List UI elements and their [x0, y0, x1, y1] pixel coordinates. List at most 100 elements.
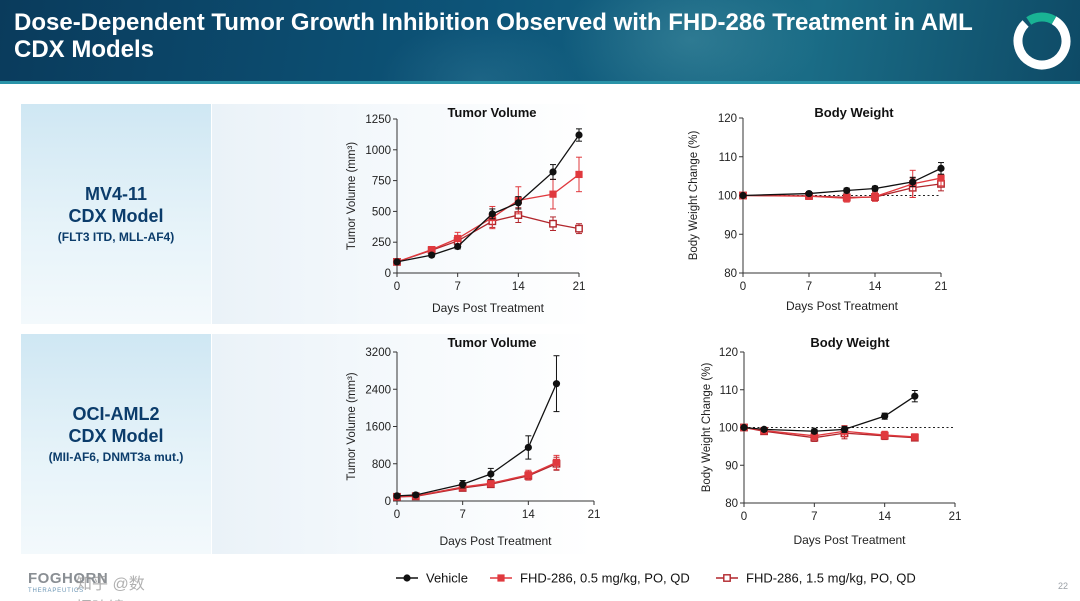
- legend-marker: [723, 574, 731, 582]
- data-point: [514, 199, 522, 207]
- x-tick-label: 0: [741, 511, 747, 523]
- data-point: [881, 431, 889, 439]
- footer-brand-sub: THERAPEUTICS: [28, 588, 84, 594]
- footer-logo: FOGHORN THERAPEUTICS 知乎 @数据瞭镜: [8, 566, 158, 601]
- y-tick-label: 500: [372, 206, 391, 218]
- chart-mv4-11-tumor-volume: Tumor Volume 0 250 500 750 1000 1250 0 7 14 21 Days…: [346, 105, 586, 315]
- y-tick-label: 110: [719, 152, 737, 164]
- y-tick-label: 80: [724, 268, 737, 280]
- data-point: [393, 492, 401, 500]
- series-1: [740, 423, 919, 441]
- header-banner: Dose-Dependent Tumor Growth Inhibition O…: [0, 0, 1080, 84]
- y-tick-label: 800: [372, 459, 391, 471]
- x-tick-label: 7: [459, 509, 465, 521]
- series-0: [393, 128, 583, 266]
- x-tick-label: 14: [522, 509, 535, 521]
- data-point: [843, 194, 851, 202]
- y-axis-label: Body Weight Change (%): [701, 363, 713, 493]
- y-tick-label: 100: [718, 191, 737, 203]
- data-point: [911, 392, 919, 400]
- y-tick-label: 90: [724, 229, 737, 241]
- y-tick-label: 1000: [365, 145, 391, 157]
- y-axis-label: Tumor Volume (mm³): [346, 372, 358, 480]
- data-point: [552, 458, 561, 466]
- data-point: [412, 491, 420, 499]
- series-line: [396, 383, 558, 497]
- header-glow: [560, 0, 820, 84]
- y-tick-label: 1600: [365, 422, 391, 434]
- data-point: [393, 258, 401, 266]
- legend-label: Vehicle: [426, 571, 468, 586]
- x-axis-label: Days Post Treatment: [786, 299, 899, 313]
- legend-marker: [497, 574, 505, 582]
- data-point: [575, 170, 583, 179]
- model-mutations: (FLT3 ITD, MLL-AF4): [57, 230, 175, 244]
- chart-oci-aml2-tumor-volume: Tumor Volume 0 800 1600 2400 3200 0 7 14 21 Days P…: [346, 335, 601, 548]
- chart-mv4-11-body-weight: Body Weight 80 90 100 110 120 0 7 14 21 Days Post …: [688, 105, 948, 313]
- data-point: [488, 210, 496, 218]
- data-point: [739, 191, 747, 200]
- series-0: [739, 162, 945, 200]
- data-point: [549, 168, 557, 176]
- chart-oci-aml2-body-weight: Body Weight 80 90 100 110 120 0 7 14 21 Days Post …: [701, 335, 961, 547]
- x-tick-label: 14: [512, 281, 525, 293]
- slide-title: Dose-Dependent Tumor Growth Inhibition O…: [14, 9, 973, 63]
- page-number: 22: [1058, 581, 1069, 591]
- chart-legend: Vehicle FHD-286, 0.5 mg/kg, PO, QD FHD-286…: [396, 571, 916, 586]
- data-point: [454, 242, 462, 251]
- y-tick-label: 100: [719, 423, 738, 435]
- model-mutations: (MII-AF6, DNMT3a mut.): [48, 450, 184, 464]
- series-line: [742, 167, 942, 197]
- model-label-oci-aml2: OCI-AML2 CDX Model (MII-AF6, DNMT3a mut.…: [21, 334, 211, 554]
- footer-brand: FOGHORN: [28, 570, 109, 587]
- data-point: [871, 193, 879, 201]
- data-point: [454, 234, 462, 243]
- data-point: [881, 412, 889, 420]
- legend-label: FHD-286, 1.5 mg/kg, PO, QD: [746, 571, 916, 586]
- series-line: [396, 134, 580, 263]
- y-tick-label: 80: [725, 498, 738, 510]
- y-tick-label: 120: [719, 347, 738, 359]
- y-tick-label: 0: [385, 268, 391, 280]
- y-tick-label: 110: [720, 385, 738, 397]
- x-tick-label: 0: [394, 509, 400, 521]
- y-tick-label: 250: [372, 237, 391, 249]
- data-point: [760, 425, 768, 433]
- x-tick-label: 7: [454, 281, 460, 293]
- series-line: [396, 463, 557, 498]
- data-point: [740, 423, 748, 432]
- series-line: [743, 395, 916, 432]
- x-tick-label: 21: [588, 509, 601, 521]
- x-tick-label: 0: [394, 281, 400, 293]
- series-line: [742, 177, 942, 199]
- legend-label: FHD-286, 0.5 mg/kg, PO, QD: [520, 571, 690, 586]
- x-tick-label: 0: [740, 281, 746, 293]
- watermark: 知乎 @数据瞭镜: [76, 576, 145, 601]
- data-point: [810, 427, 818, 435]
- data-point: [843, 186, 851, 195]
- model-name: MV4-11: [84, 184, 148, 204]
- y-tick-label: 120: [718, 113, 737, 125]
- data-point: [487, 470, 495, 478]
- data-point: [575, 131, 583, 139]
- data-point: [805, 189, 813, 198]
- data-point: [909, 178, 917, 186]
- y-axis-label: Body Weight Change (%): [688, 131, 700, 261]
- x-axis-label: Days Post Treatment: [793, 533, 906, 547]
- model-label-mv4-11: MV4-11 CDX Model (FLT3 ITD, MLL-AF4): [21, 104, 211, 324]
- data-point: [459, 480, 467, 488]
- x-tick-label: 21: [935, 281, 948, 293]
- data-point: [911, 433, 919, 441]
- x-tick-label: 7: [806, 281, 812, 293]
- chart-title: Tumor Volume: [447, 335, 536, 350]
- x-axis-label: Days Post Treatment: [432, 301, 545, 315]
- foghorn-ring-logo-icon: [1013, 12, 1071, 70]
- x-tick-label: 14: [869, 281, 882, 293]
- row-background-mv4-11: [212, 104, 1060, 324]
- data-point: [428, 251, 436, 259]
- x-tick-label: 14: [878, 511, 891, 523]
- y-tick-label: 1250: [365, 114, 391, 126]
- data-point: [840, 425, 849, 433]
- x-tick-label: 21: [573, 281, 586, 293]
- chart-title: Body Weight: [814, 105, 894, 120]
